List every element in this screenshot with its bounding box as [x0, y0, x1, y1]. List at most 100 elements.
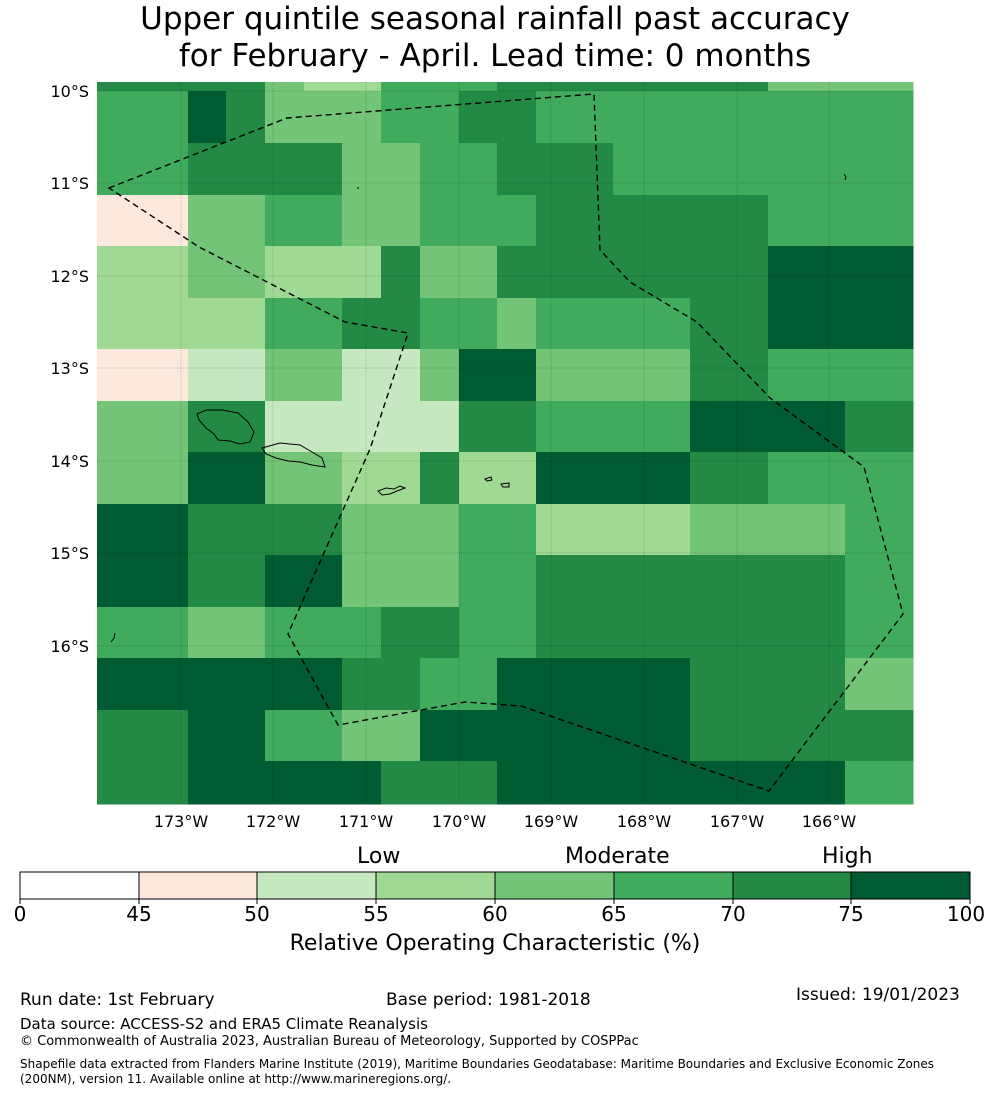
grid-cell [188, 504, 227, 556]
grid-cell [690, 298, 769, 350]
grid-cell [149, 504, 189, 556]
colorbar-tick: 70 [720, 902, 746, 926]
grid-cell [459, 710, 498, 762]
grid-cell [497, 298, 537, 350]
island-coastlines [110, 173, 847, 643]
grid-cell [536, 349, 614, 402]
colorbar-tick: 45 [126, 902, 152, 926]
grid-cell [304, 504, 343, 556]
grid-cell [304, 82, 343, 92]
tutuila-island [377, 485, 407, 496]
grid-cell [459, 555, 498, 608]
grid-cell [613, 658, 691, 711]
grid-cell [459, 195, 498, 247]
grid-cell [265, 555, 305, 608]
grid-cell [149, 452, 189, 505]
grid-cell [497, 555, 537, 608]
colorbar-segment [850, 871, 971, 900]
grid-cell [845, 658, 914, 711]
grid-cell [690, 607, 769, 659]
grid-cell [459, 82, 498, 92]
grid-cell [304, 710, 343, 762]
grid-cell [188, 761, 227, 805]
grid-cell [420, 658, 460, 711]
issued-date: Issued: 19/01/2023 [796, 985, 960, 1005]
grid-cell [613, 452, 691, 505]
grid-cell [342, 298, 382, 350]
grid-cell [536, 710, 614, 762]
grid-cell [342, 195, 382, 247]
colorbar-tick: 55 [363, 902, 389, 926]
grid-cell [97, 607, 150, 659]
grid-cell [304, 349, 343, 402]
grid-cell [420, 143, 460, 196]
wallis-island [110, 632, 116, 643]
grid-cell [226, 91, 266, 144]
grid-cell [845, 246, 914, 299]
grid-cell [149, 349, 189, 402]
grid-cell [536, 658, 614, 711]
grid-cell [613, 555, 691, 608]
grid-cell [845, 298, 914, 350]
grid-cell [188, 452, 227, 505]
grid-cell [149, 761, 189, 805]
grid-cell [381, 349, 421, 402]
grid-cell [149, 710, 189, 762]
grid-cell [845, 91, 914, 144]
grid-cell [613, 91, 691, 144]
grid-cell [97, 195, 150, 247]
grid-cell [497, 195, 537, 247]
grid-cell [459, 349, 498, 402]
grid-cell [420, 710, 460, 762]
lat-label: 12°S [50, 267, 89, 286]
grid-cell [265, 504, 305, 556]
grid-cell [97, 349, 150, 402]
grid-cell [420, 349, 460, 402]
grid-cell [342, 504, 382, 556]
grid-cell [768, 504, 846, 556]
lon-label: 166°W [802, 812, 857, 831]
grid-cell [768, 91, 846, 144]
grid-cell [613, 761, 691, 805]
colorbar-axis-label: Relative Operating Characteristic (%) [289, 931, 701, 956]
grid-cell [420, 555, 460, 608]
grid-cell [613, 143, 691, 196]
grid-cell [304, 452, 343, 505]
grid-cell [459, 91, 498, 144]
grid-cell [97, 401, 150, 453]
colorbar-segment [375, 871, 496, 900]
lon-label: 170°W [432, 812, 487, 831]
colorbar-segment [613, 871, 734, 900]
grid-cell [613, 349, 691, 402]
lon-label: 173°W [154, 812, 209, 831]
rainfall-accuracy-grid [97, 82, 914, 805]
grid-cell [613, 607, 691, 659]
map-title-line2: for February - April. Lead time: 0 month… [178, 38, 812, 74]
grid-cell [226, 246, 266, 299]
grid-cell [497, 452, 537, 505]
grid-cell [97, 710, 150, 762]
grid-cell [420, 246, 460, 299]
grid-cell [845, 349, 914, 402]
grid-cell [613, 504, 691, 556]
run-date: Run date: 1st February [20, 990, 215, 1010]
grid-cell [149, 658, 189, 711]
grid-cell [420, 91, 460, 144]
grid-cell [97, 298, 150, 350]
grid-cell [381, 710, 421, 762]
grid-cell [536, 761, 614, 805]
grid-cell [690, 658, 769, 711]
grid-cell [188, 91, 227, 144]
grid-cell [768, 555, 846, 608]
grid-cell [188, 143, 227, 196]
grid-cell [459, 761, 498, 805]
grid-cell [420, 761, 460, 805]
grid-cell [226, 195, 266, 247]
grid-cell [226, 298, 266, 350]
grid-cell [536, 246, 614, 299]
colorbar-tick: 50 [244, 902, 270, 926]
lon-label: 168°W [617, 812, 672, 831]
grid-cell [690, 504, 769, 556]
grid-cell [381, 658, 421, 711]
